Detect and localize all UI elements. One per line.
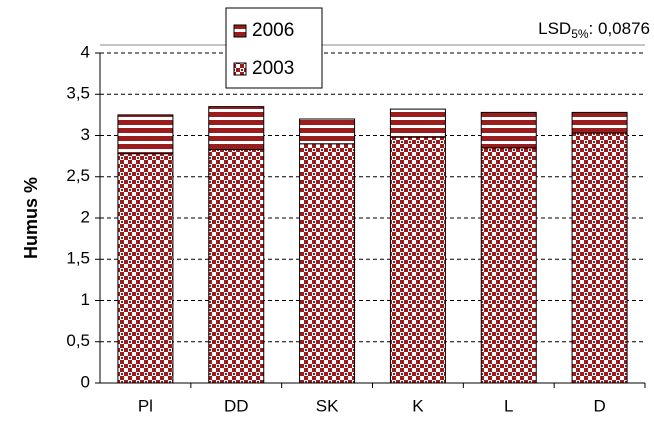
legend-swatch [233, 24, 247, 38]
y-tick-label: 1 [81, 290, 90, 309]
x-tick-label: D [593, 396, 605, 415]
x-tick-label: Pl [138, 396, 153, 415]
y-tick-label: 3 [81, 125, 90, 144]
bar-segment [208, 106, 265, 151]
legend-label: 2006 [252, 20, 294, 41]
y-tick-label: 0 [81, 372, 90, 391]
bar-segment [480, 147, 537, 384]
legend-swatch [233, 62, 247, 76]
x-tick-label: SK [316, 396, 339, 415]
bar-segment [299, 118, 356, 145]
y-axis-label: Humus % [21, 177, 41, 259]
bar-segment [208, 149, 265, 384]
bar-segment [571, 111, 628, 134]
legend-label: 2003 [252, 58, 294, 79]
y-tick-label: 0,5 [66, 331, 90, 350]
x-tick-label: K [412, 396, 424, 415]
bar-segment [117, 153, 174, 384]
x-tick-label: DD [224, 396, 249, 415]
bar-segment [480, 111, 537, 149]
bar-segment [117, 114, 174, 155]
annotation-sub: 5% [571, 27, 589, 41]
y-tick-label: 2 [81, 207, 90, 226]
y-tick-label: 1,5 [66, 249, 90, 268]
legend: 2006 2003 [225, 7, 323, 89]
annotation: LSD5%: 0,0876 [538, 19, 650, 41]
x-tick-label: L [504, 396, 513, 415]
y-tick-label: 4 [81, 42, 90, 61]
bar-segment [389, 136, 446, 384]
annotation-rest: : 0,0876 [589, 19, 650, 38]
bar-segment [571, 132, 628, 384]
bar-segment [299, 143, 356, 384]
y-tick-label: 3,5 [66, 84, 90, 103]
annotation-main: LSD [538, 19, 571, 38]
bar-segment [389, 108, 446, 138]
y-tick-label: 2,5 [66, 166, 90, 185]
